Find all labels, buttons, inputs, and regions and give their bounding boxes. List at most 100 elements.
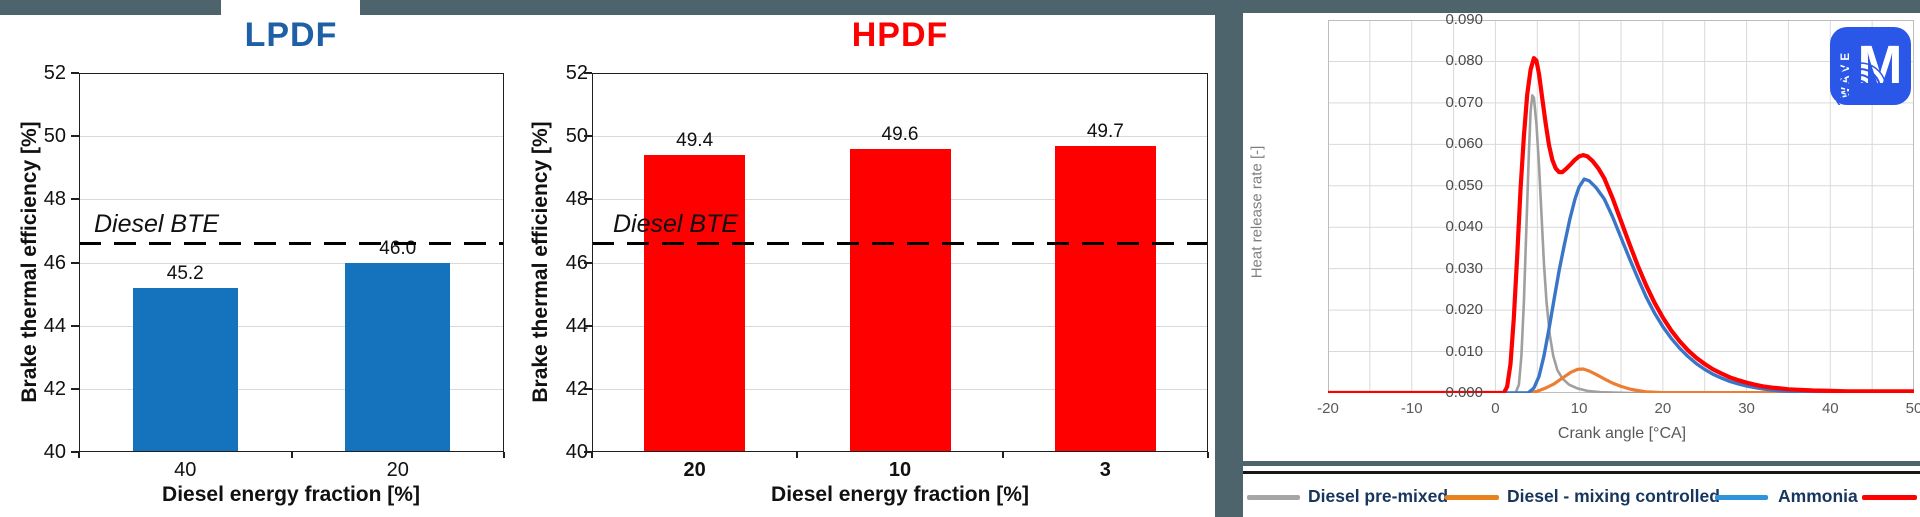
hrr-x-tick-label: 0 xyxy=(1491,400,1500,417)
y-tick-mark xyxy=(584,135,592,138)
legend-swatch xyxy=(1715,495,1768,500)
y-tick-mark xyxy=(71,135,79,138)
y-gridline xyxy=(79,262,504,264)
x-tick-label: 10 xyxy=(888,459,912,481)
legend-top-rule xyxy=(1243,471,1920,474)
y-tick-mark xyxy=(584,387,592,390)
x-tick-mark xyxy=(796,452,799,458)
hrr-x-tick-label: -10 xyxy=(1400,400,1423,417)
hrr-x-tick-label: 20 xyxy=(1654,400,1672,417)
y-tick-label: 52 xyxy=(43,62,66,84)
lpdf-x-axis-title: Diesel energy fraction [%] xyxy=(162,483,420,506)
y-tick-label: 40 xyxy=(43,441,66,463)
y-tick-mark xyxy=(584,324,592,327)
x-tick-mark xyxy=(503,452,505,458)
x-tick-label: 3 xyxy=(1099,459,1111,481)
bar-value-label: 49.7 xyxy=(1086,120,1124,142)
y-tick-label: 46 xyxy=(565,251,588,274)
legend-panel xyxy=(1243,466,1920,517)
hpdf-chart-title: HPDF xyxy=(851,16,949,54)
hrr-x-tick-label: 40 xyxy=(1821,400,1839,417)
x-tick-mark xyxy=(78,452,80,458)
y-tick-label: 42 xyxy=(565,377,588,400)
y-tick-label: 52 xyxy=(565,62,588,84)
y-tick-mark xyxy=(71,198,79,201)
hrr-chart-panel xyxy=(1243,13,1920,461)
y-tick-label: 46 xyxy=(43,251,66,274)
legend-label: Diesel - mixing controlled xyxy=(1507,486,1720,506)
legend-swatch xyxy=(1247,495,1300,500)
x-tick-mark xyxy=(1207,452,1209,458)
hrr-x-tick-label: 50 xyxy=(1905,400,1920,417)
y-tick-mark xyxy=(71,324,79,327)
x-tick-label: 40 xyxy=(174,459,197,481)
hrr-y-tick-label: 0.090 xyxy=(1445,11,1483,28)
wave-logo: WAVE M xyxy=(1830,27,1911,105)
hrr-y-tick-label: 0.010 xyxy=(1445,342,1483,360)
title-tab xyxy=(221,0,360,16)
hrr-y-tick-label: 0.030 xyxy=(1445,259,1483,277)
y-tick-label: 44 xyxy=(565,314,588,337)
hrr-y-axis-title: Heat release rate [-] xyxy=(1248,145,1266,279)
legend-swatch xyxy=(1862,495,1917,500)
x-tick-mark xyxy=(290,452,293,458)
bar xyxy=(849,148,951,451)
hrr-x-tick-label: -20 xyxy=(1317,400,1339,417)
hrr-y-tick-label: 0.080 xyxy=(1445,52,1483,70)
bar xyxy=(644,155,746,451)
y-tick-label: 40 xyxy=(565,441,588,463)
hrr-x-tick-label: 30 xyxy=(1738,400,1755,417)
bar-value-label: 49.4 xyxy=(676,130,714,152)
y-gridline xyxy=(79,136,504,138)
wave-logo-arcs-icon xyxy=(1833,62,1887,105)
hrr-plot xyxy=(1328,20,1914,393)
y-tick-label: 50 xyxy=(43,125,66,148)
bar xyxy=(1054,145,1156,451)
y-tick-mark xyxy=(584,198,592,201)
y-tick-label: 48 xyxy=(43,188,66,211)
y-tick-mark xyxy=(71,451,79,453)
hrr-series-ammonia xyxy=(1328,177,1914,393)
x-tick-mark xyxy=(1001,452,1004,458)
hrr-y-tick-label: 0.060 xyxy=(1445,135,1483,153)
lpdf-chart-title: LPDF xyxy=(244,16,338,54)
hrr-series-diesel-pre-mixed xyxy=(1328,94,1914,393)
hpdf-x-axis-title: Diesel energy fraction [%] xyxy=(771,483,1029,506)
hrr-y-tick-label: 0.020 xyxy=(1445,301,1483,319)
y-tick-label: 48 xyxy=(565,188,588,211)
x-tick-mark xyxy=(591,452,593,458)
y-tick-mark xyxy=(71,387,79,390)
bar-value-label: 45.2 xyxy=(166,262,204,284)
diesel-bte-label: Diesel BTE xyxy=(613,209,739,238)
diesel-bte-line xyxy=(592,241,1208,246)
hrr-y-tick-label: 0.040 xyxy=(1445,218,1483,236)
x-tick-label: 20 xyxy=(683,459,706,481)
y-tick-label: 50 xyxy=(565,125,588,148)
hrr-series-total xyxy=(1328,55,1914,393)
legend-label: Diesel pre-mixed xyxy=(1308,486,1449,506)
legend-label: Ammonia xyxy=(1778,486,1858,506)
bar-value-label: 49.6 xyxy=(881,123,919,145)
y-tick-label: 42 xyxy=(43,377,66,400)
hrr-y-tick-label: 0.050 xyxy=(1445,176,1483,194)
hrr-x-axis-title: Crank angle [°CA] xyxy=(1557,425,1687,442)
y-gridline xyxy=(79,325,504,327)
hrr-y-tick-label: 0.070 xyxy=(1445,93,1483,111)
y-gridline xyxy=(592,136,1208,138)
y-tick-label: 44 xyxy=(43,314,66,337)
hrr-series-diesel-mixing-controlled xyxy=(1328,367,1914,393)
diesel-bte-label: Diesel BTE xyxy=(94,209,220,238)
x-tick-label: 20 xyxy=(386,459,409,481)
bar xyxy=(132,287,238,451)
y-tick-mark xyxy=(584,72,592,74)
y-tick-mark xyxy=(71,72,79,74)
hrr-x-tick-label: 10 xyxy=(1570,400,1588,417)
diesel-bte-line xyxy=(79,241,504,246)
y-tick-mark xyxy=(71,261,79,264)
y-gridline xyxy=(79,388,504,390)
hrr-y-tick-label: 0.000 xyxy=(1445,384,1483,401)
bar xyxy=(345,262,451,451)
y-tick-mark xyxy=(584,451,592,453)
y-gridline xyxy=(79,199,504,201)
